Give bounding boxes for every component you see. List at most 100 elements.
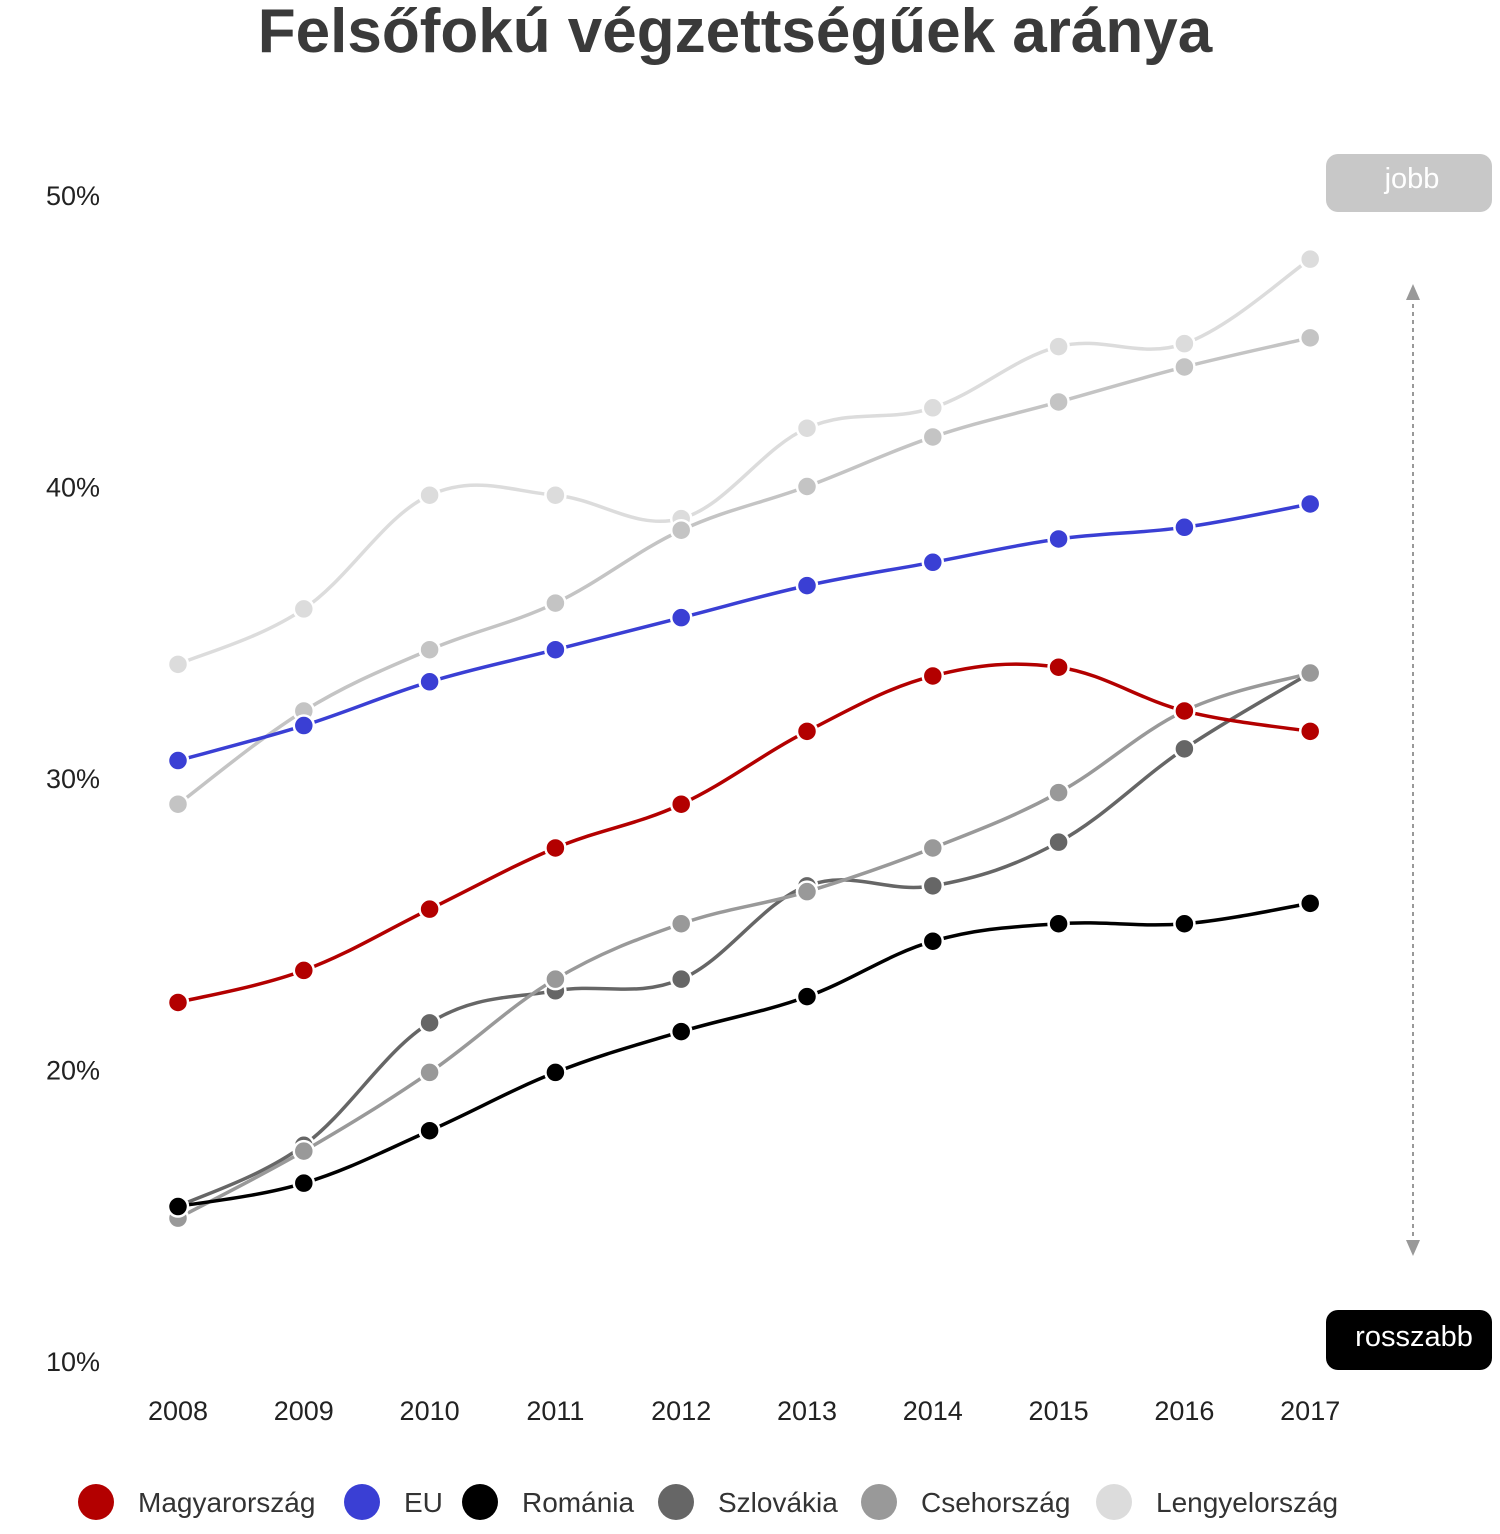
series-line [176,901,1312,1209]
data-point [669,912,693,935]
x-tick-label: 2014 [903,1396,963,1426]
data-point [921,425,945,449]
data-point [1173,699,1196,723]
data-point [669,967,693,991]
series-szlovakia [166,661,1322,1218]
x-tick-label: 2009 [274,1396,334,1426]
legend-swatch [861,1484,897,1520]
x-axis: 2008 2009 2010 2011 2012 2013 2014 2015 2016 2017 [148,1396,1340,1426]
series-line [176,336,1312,806]
data-point [1298,661,1322,685]
better-badge-label: jobb [1384,163,1440,195]
better-badge [1326,154,1492,212]
legend-swatch [462,1484,498,1520]
data-point [795,985,819,1008]
data-point [795,880,819,903]
worse-badge [1326,1310,1492,1370]
x-tick-label: 2011 [526,1396,584,1426]
x-tick-label: 2016 [1154,1396,1214,1426]
data-point [921,929,945,953]
data-point [292,597,316,621]
data-point [1047,912,1070,935]
data-point [1173,912,1196,935]
data-point [544,1061,567,1084]
data-point [544,483,567,507]
x-tick-label: 2012 [651,1396,711,1426]
x-tick-label: 2017 [1280,1396,1340,1426]
data-point [292,1171,316,1195]
x-tick-label: 2015 [1029,1396,1089,1426]
data-point [1047,781,1070,804]
data-point [795,416,819,440]
legend-label: Szlovákia [718,1487,838,1518]
series-romania [166,892,1322,1218]
data-point [418,897,441,921]
y-tick-label: 50% [46,181,100,211]
legend-label: Magyarország [138,1487,315,1518]
data-point [1047,335,1070,358]
data-point [418,670,441,694]
data-point [544,967,567,991]
legend: Magyarország EU Románia Szlovákia Csehország… [78,1484,1338,1520]
data-point [921,551,945,574]
series-eu [166,492,1322,772]
data-point [418,483,441,507]
data-point [1047,527,1070,551]
data-point [921,836,945,860]
series-line [176,671,1312,1209]
data-point [1173,332,1196,355]
series-line [176,671,1312,1220]
series-line [176,502,1312,763]
data-point [544,591,567,615]
data-point [1298,326,1322,350]
data-point [292,714,316,737]
data-point [921,664,945,688]
data-point [1047,390,1070,414]
x-tick-label: 2008 [148,1396,208,1426]
data-point [166,792,190,816]
y-tick-label: 30% [46,764,100,794]
x-tick-label: 2010 [400,1396,460,1426]
series-magyarorszag [166,655,1322,1014]
y-tick-label: 20% [46,1056,100,1086]
data-point [1173,737,1196,761]
data-point [1298,247,1322,271]
series-csehorszag2 [166,661,1322,1230]
data-point [1298,492,1322,516]
legend-swatch [344,1484,380,1520]
legend-swatch [658,1484,694,1520]
legend-label: Lengyelország [1156,1487,1338,1518]
legend-swatch [78,1484,114,1520]
data-point [418,638,441,661]
data-point [795,475,819,498]
data-point [1047,830,1070,854]
data-point [795,574,819,597]
series-group [166,247,1322,1230]
data-point [669,792,693,816]
data-point [1298,892,1322,915]
arrow-up-icon [1406,284,1420,300]
legend-swatch [1096,1484,1132,1520]
data-point [669,606,693,629]
data-point [166,749,190,772]
series-lengyelorszag [166,247,1322,676]
data-point [795,720,819,743]
data-point [166,991,190,1014]
data-point [1298,720,1322,743]
data-point [921,874,945,898]
data-point [418,1061,441,1084]
y-tick-label: 10% [46,1347,100,1377]
series-line [176,257,1312,667]
data-point [418,1119,441,1142]
data-point [544,836,567,860]
data-point [1047,655,1070,679]
worse-badge-label: rosszabb [1355,1321,1473,1353]
y-tick-label: 40% [46,473,100,503]
data-point [292,959,316,982]
data-point [1173,355,1196,379]
legend-label: Csehország [921,1487,1070,1518]
data-point [669,518,693,542]
data-point [166,1195,190,1218]
data-point [544,638,567,661]
